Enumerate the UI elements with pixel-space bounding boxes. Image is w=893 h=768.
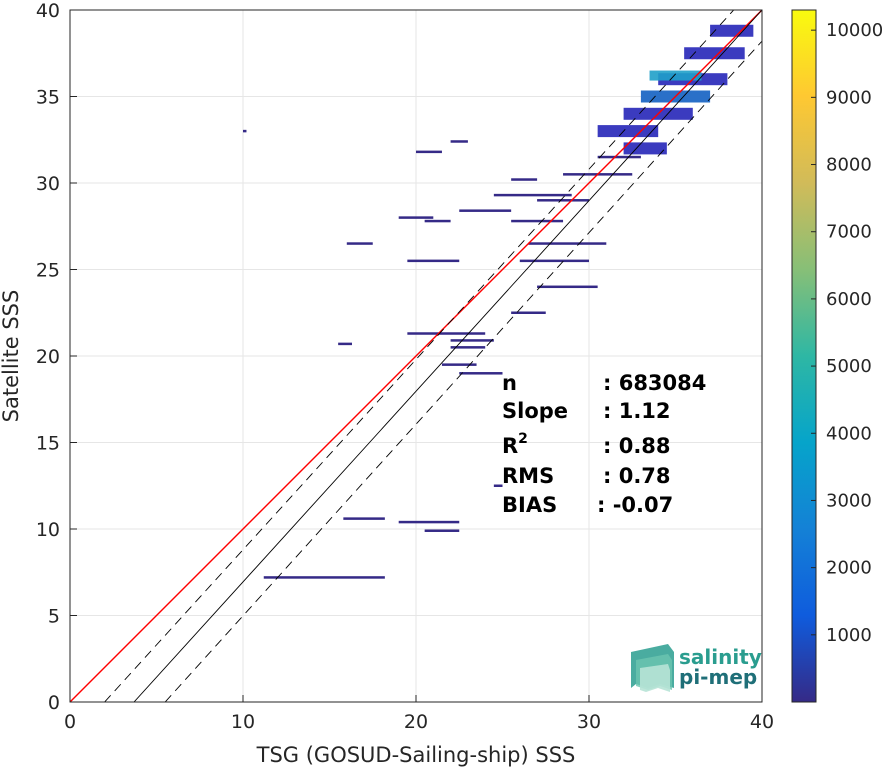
density-cell (710, 24, 754, 37)
colorbar-tick-label: 3000 (826, 490, 872, 511)
density-cell (493, 193, 572, 197)
x-axis: 0 10 20 30 40 (64, 695, 774, 733)
colorbar-tick-label: 6000 (826, 289, 872, 310)
density-cell (243, 129, 247, 133)
logo-text-salinity: salinity (679, 645, 762, 669)
stat-value-rms: : 0.78 (603, 464, 671, 488)
stat-label-r2-superscript: 2 (518, 431, 528, 447)
y-tick-label: 10 (36, 519, 60, 541)
density-cell (450, 346, 486, 349)
y-tick-label: 15 (36, 433, 60, 455)
density-cell (450, 140, 468, 143)
density-cell (511, 219, 564, 223)
density-cell (537, 199, 589, 202)
density-cell (459, 372, 503, 375)
x-tick-label: 0 (64, 711, 76, 733)
density-cell (511, 311, 546, 314)
logo-text-pimep: pi-mep (679, 665, 757, 689)
y-axis-label: Satellite SSS (0, 290, 23, 423)
density-cell (459, 209, 512, 212)
density-cell (511, 178, 538, 181)
density-cell (424, 529, 460, 532)
colorbar-tick-label: 8000 (826, 155, 872, 176)
density-cell (493, 484, 503, 487)
y-tick-label: 0 (48, 692, 60, 714)
colorbar-tick-label: 4000 (826, 423, 872, 444)
colorbar-tick-label: 7000 (826, 222, 872, 243)
y-tick-label: 35 (36, 87, 60, 109)
density-cell (407, 332, 486, 335)
stat-value-slope: : 1.12 (603, 399, 671, 423)
colorbar-tick-label: 1000 (826, 625, 872, 646)
line-one-to-one (70, 10, 762, 702)
colorbar-ticks: 1000 2000 3000 4000 5000 6000 7000 8000 9000 1000… (811, 20, 883, 646)
y-tick-label: 20 (36, 346, 60, 368)
colorbar-tick-label: 9000 (826, 87, 872, 108)
x-tick-label: 40 (750, 711, 774, 733)
density-cell (528, 242, 607, 245)
density-cell (338, 342, 352, 346)
stat-label-bias: BIAS (502, 493, 557, 517)
density-cell (407, 259, 460, 263)
density-cell (597, 155, 641, 159)
stat-label-r2: R2 (502, 431, 528, 458)
line-regression-upper (104, 10, 735, 702)
line-regression-lower (164, 40, 762, 702)
density-cell (450, 339, 494, 342)
density-cell (597, 125, 659, 138)
density-cell (441, 363, 477, 366)
y-tick-label: 5 (48, 606, 60, 628)
stats-block: n : 683084 Slope : 1.12 R2 : 0.88 RMS : … (502, 371, 706, 517)
reference-lines (70, 10, 762, 702)
stat-value-bias: : -0.07 (597, 493, 673, 517)
density-cell (343, 517, 385, 520)
stat-value-r2: : 0.88 (603, 434, 671, 458)
y-tick-label: 30 (36, 173, 60, 195)
salinity-pimep-logo: salinity pi-mep (631, 644, 762, 692)
x-axis-label: TSG (GOSUD-Sailing-ship) SSS (256, 743, 576, 767)
density-cell (398, 520, 460, 524)
density-cell-core (649, 70, 702, 81)
colorbar-tick-label: 10000 (826, 20, 883, 41)
colorbar-tick-label: 2000 (826, 558, 872, 579)
stat-label-slope: Slope (502, 399, 568, 423)
colorbar (791, 9, 817, 703)
x-tick-label: 20 (404, 711, 428, 733)
density-cell (684, 47, 745, 60)
line-regression (133, 10, 762, 702)
density-cell (263, 576, 385, 579)
density-cell (346, 242, 373, 245)
y-tick-label: 25 (36, 260, 60, 282)
stat-label-rms: RMS (502, 464, 554, 488)
y-tick-label: 40 (36, 0, 60, 22)
x-tick-label: 30 (577, 711, 601, 733)
density-cell (519, 259, 589, 263)
density-cell (424, 219, 451, 223)
density-cell (416, 150, 442, 154)
x-tick-label: 10 (231, 711, 255, 733)
y-axis: 0 5 10 15 20 25 30 35 40 (36, 0, 77, 714)
stat-value-n: : 683084 (603, 371, 706, 395)
stat-label-n: n (502, 371, 517, 395)
colorbar-tick-label: 5000 (826, 356, 872, 377)
density-cell (398, 216, 434, 219)
density-cell (623, 142, 667, 155)
density-cell (537, 285, 598, 289)
